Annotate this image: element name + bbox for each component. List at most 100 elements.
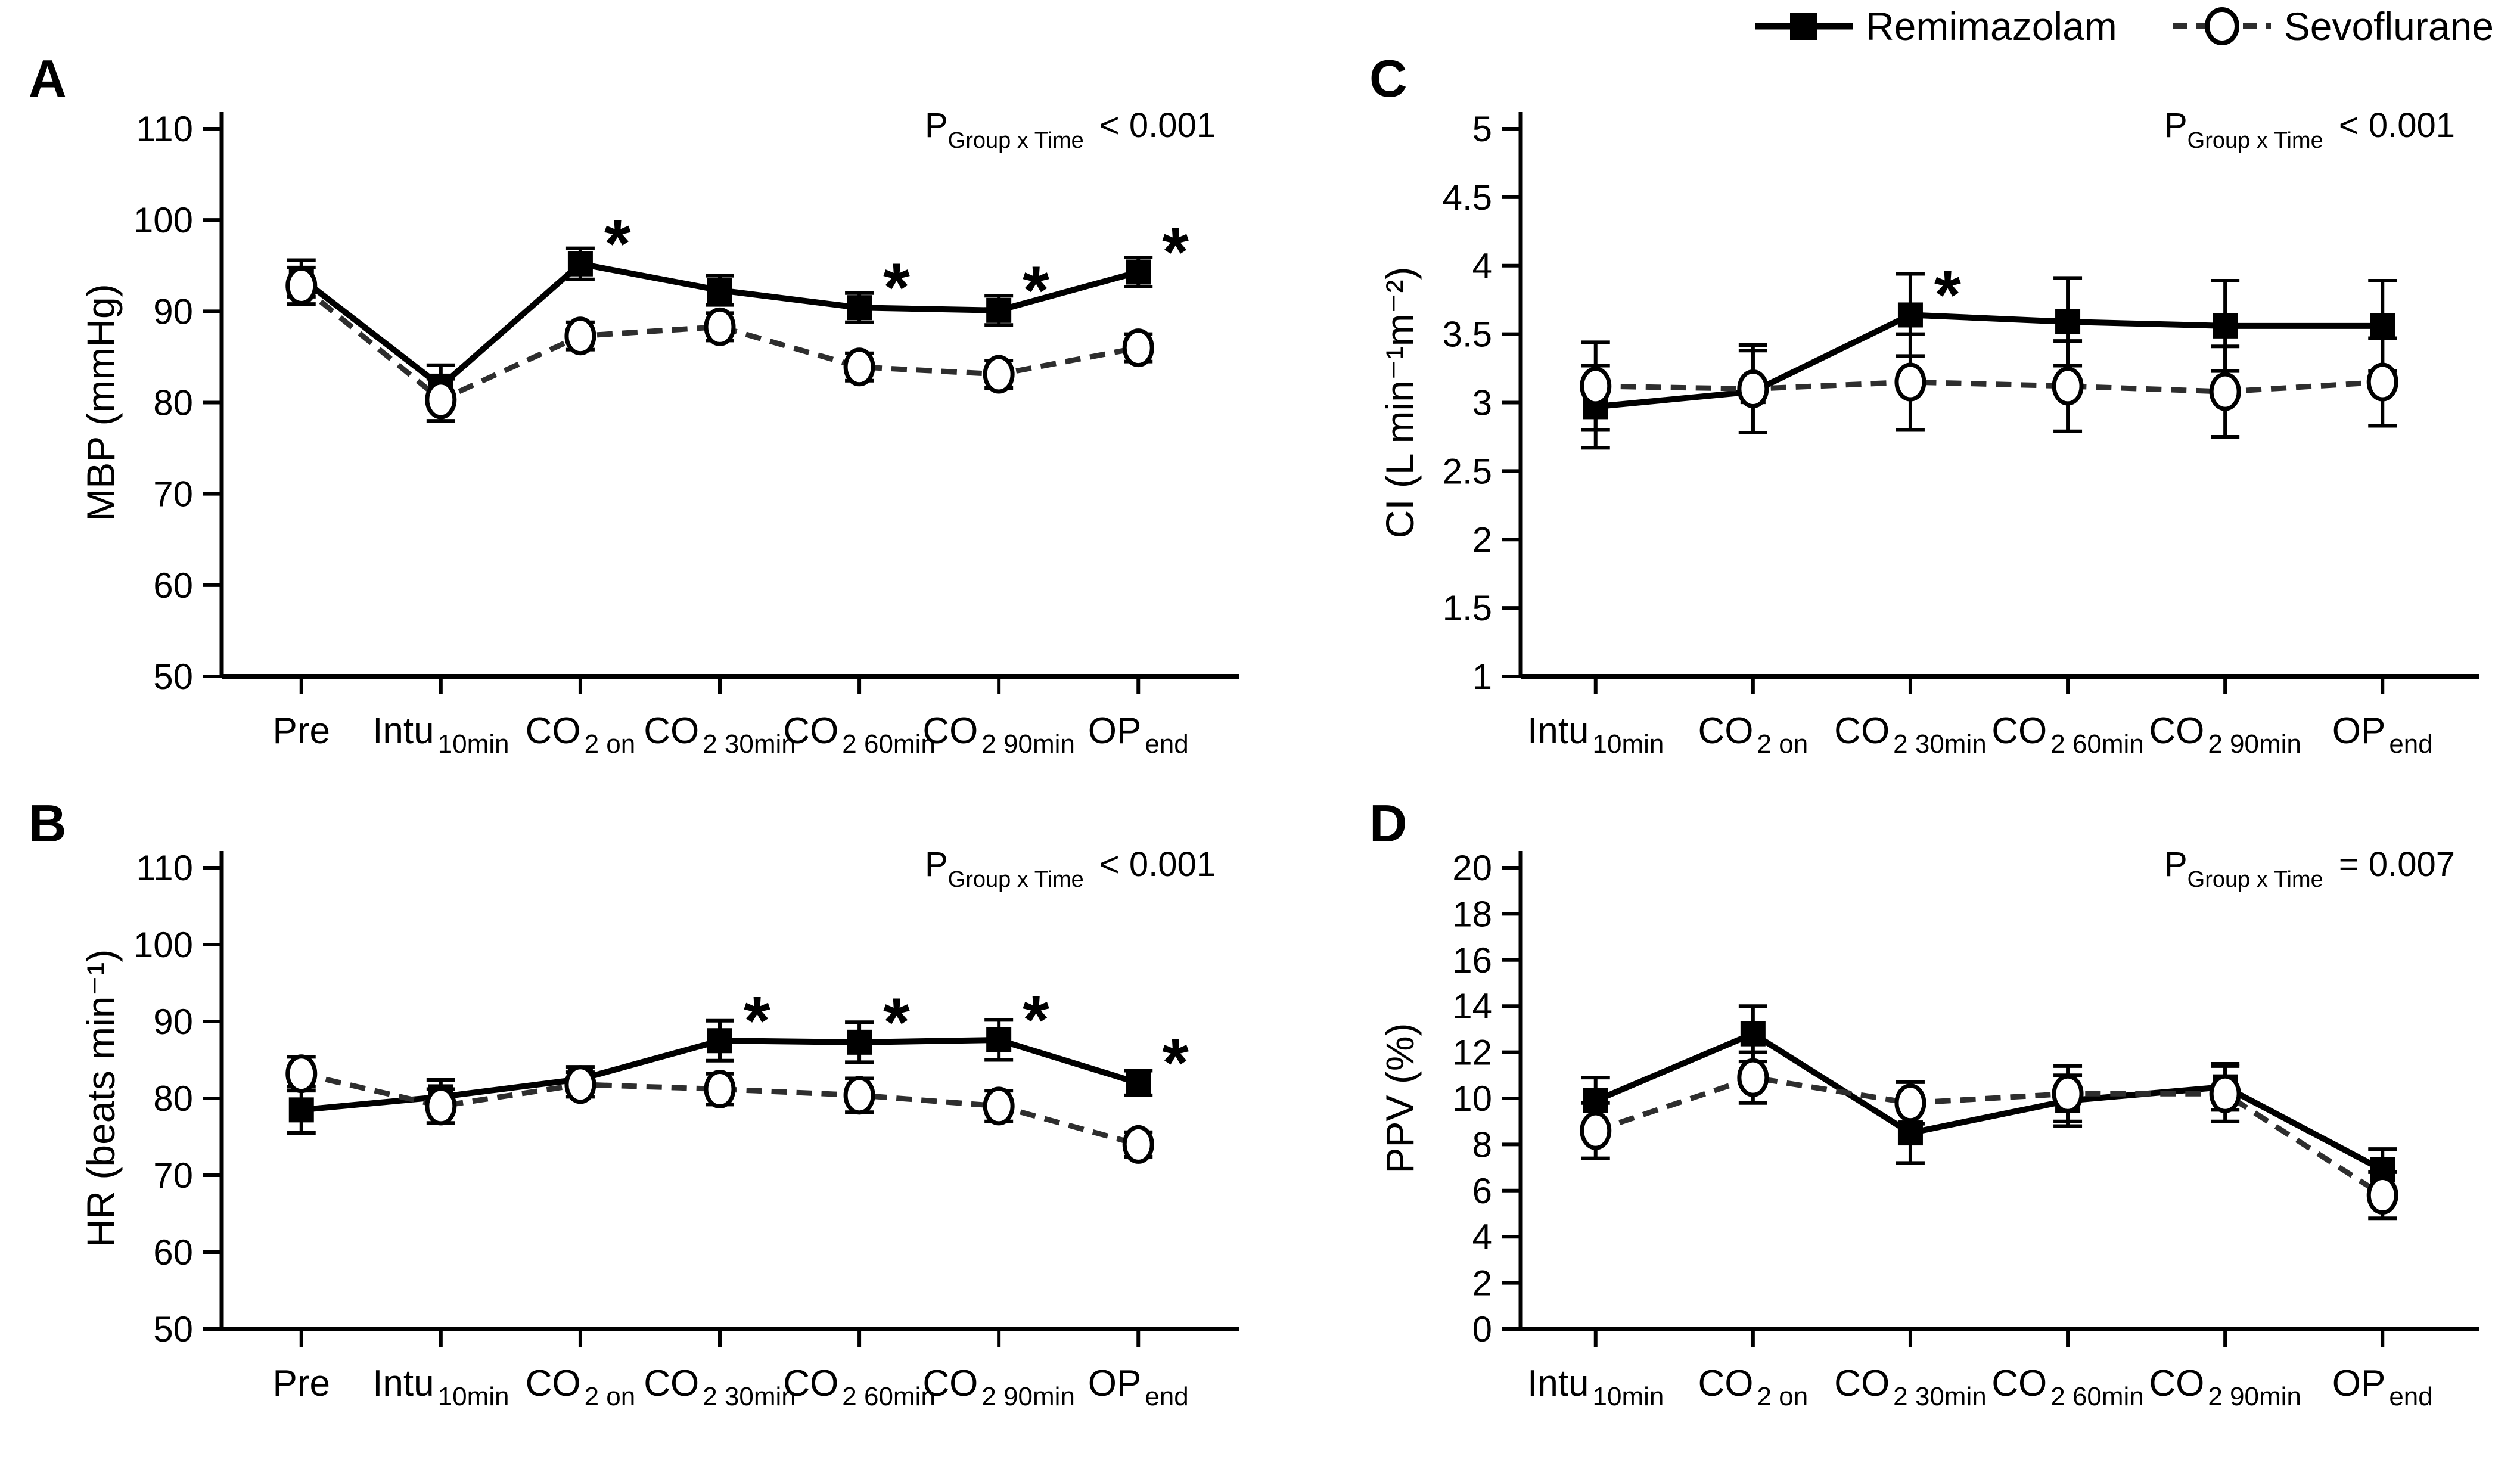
y-axis-title: MBP (mmHg) bbox=[79, 284, 123, 521]
y-tick-label: 110 bbox=[136, 109, 193, 149]
legend-label-remimazolam: Remimazolam bbox=[1866, 4, 2117, 48]
x-tick-label: CO 2 30min bbox=[1834, 710, 1987, 759]
data-point-circle bbox=[1737, 369, 1769, 409]
data-point-circle bbox=[1737, 1058, 1769, 1097]
significance-asterisk: * bbox=[1162, 1025, 1189, 1101]
series-sevoflurane bbox=[285, 265, 1154, 423]
series-remimazolam: * * * * bbox=[287, 982, 1189, 1135]
y-tick-label: 1.5 bbox=[1443, 588, 1492, 628]
data-point-square bbox=[707, 1028, 732, 1054]
data-point-circle bbox=[2209, 1074, 2241, 1113]
y-tick-label: 2.5 bbox=[1443, 451, 1492, 491]
chart-panel-b: 50 60 70 80 90 100 110 HR (beats min⁻¹) Pre Intu 1… bbox=[79, 845, 1239, 1411]
data-point-square bbox=[1126, 259, 1151, 285]
y-tick-label: 70 bbox=[153, 474, 193, 514]
data-point-circle bbox=[564, 1065, 596, 1104]
x-tick-label: OP end bbox=[1088, 710, 1189, 759]
panel-label-d: D bbox=[1369, 794, 1407, 853]
data-point-circle bbox=[1894, 362, 1926, 402]
dashed-line bbox=[1595, 1075, 2384, 1198]
significance-asterisk: * bbox=[1934, 257, 1961, 333]
x-axis: Intu 10min CO 2 on CO 2 30min CO 2 60min CO 2 90m… bbox=[1521, 674, 2479, 759]
x-tick-label: CO 2 30min bbox=[644, 710, 796, 759]
x-tick-label: Intu 10min bbox=[372, 710, 509, 759]
x-axis: Intu 10min CO 2 on CO 2 30min CO 2 60min CO 2 90m… bbox=[1521, 1327, 2479, 1411]
data-point-circle bbox=[564, 316, 596, 356]
significance-asterisk: * bbox=[604, 206, 631, 282]
legend-item-remimazolam: Remimazolam bbox=[1752, 4, 2117, 49]
data-point-square bbox=[567, 251, 593, 277]
y-tick-label: 12 bbox=[1452, 1033, 1492, 1073]
solid-line bbox=[1595, 312, 2383, 410]
y-tick-label: 2 bbox=[1472, 1263, 1492, 1303]
y-axis-title: HR (beats min⁻¹) bbox=[79, 949, 123, 1248]
y-axis: 50 60 70 80 90 100 110 bbox=[133, 109, 224, 697]
p-annotation: PGroup x Time < 0.001 bbox=[2164, 106, 2455, 153]
y-tick-label: 20 bbox=[1452, 848, 1492, 888]
chart-panel-a: 50 60 70 80 90 100 110 MBP (mmHg) Pre Intu 10min CO… bbox=[79, 106, 1239, 759]
chart-panel-c: 1 1.5 2 2.5 3 3.5 4 4.5 5 CI (L min⁻¹m⁻²) Intu 10mi… bbox=[1378, 106, 2479, 759]
y-tick-label: 4 bbox=[1472, 1217, 1492, 1257]
data-point-circle bbox=[843, 347, 875, 387]
data-point-circle bbox=[1122, 328, 1154, 368]
legend-label-sevoflurane: Sevoflurane bbox=[2283, 4, 2494, 48]
x-tick-label: Intu 10min bbox=[372, 1363, 509, 1411]
y-tick-label: 5 bbox=[1472, 109, 1492, 149]
panel-label-c: C bbox=[1369, 49, 1407, 108]
data-point-circle bbox=[1580, 1111, 1612, 1150]
data-point-square bbox=[288, 1097, 314, 1123]
x-tick-label: CO 2 30min bbox=[644, 1363, 796, 1411]
y-tick-label: 100 bbox=[133, 925, 193, 965]
x-tick-label: CO 2 90min bbox=[922, 1363, 1075, 1411]
y-tick-label: 70 bbox=[153, 1156, 193, 1195]
series-remimazolam: * bbox=[1581, 257, 2397, 450]
data-point-circle bbox=[983, 1086, 1015, 1126]
open-circle-dashed-line-icon bbox=[2173, 7, 2271, 45]
significance-asterisk: * bbox=[1162, 214, 1189, 290]
data-point-circle bbox=[285, 266, 318, 305]
x-tick-label: CO 2 60min bbox=[1991, 1363, 2144, 1411]
series-sevoflurane bbox=[1580, 1050, 2398, 1221]
significance-asterisk: * bbox=[744, 983, 770, 1059]
x-tick-label: CO 2 on bbox=[1698, 710, 1809, 759]
y-tick-label: 2 bbox=[1472, 520, 1492, 560]
x-tick-label: CO 2 on bbox=[526, 710, 636, 759]
y-tick-label: 3.5 bbox=[1443, 315, 1492, 355]
y-tick-label: 3 bbox=[1472, 383, 1492, 423]
x-tick-label: CO 2 60min bbox=[1991, 710, 2144, 759]
y-axis: 1 1.5 2 2.5 3 3.5 4 4.5 5 bbox=[1443, 109, 1523, 697]
data-point-square bbox=[707, 278, 732, 303]
data-point-square bbox=[2213, 313, 2238, 339]
data-point-square bbox=[986, 1027, 1012, 1052]
x-tick-label: CO 2 60min bbox=[783, 1363, 936, 1411]
data-point-circle bbox=[704, 307, 736, 346]
x-tick-label: CO 2 on bbox=[526, 1363, 636, 1411]
significance-asterisk: * bbox=[1023, 253, 1049, 329]
significance-asterisk: * bbox=[883, 250, 910, 326]
filled-square-line-icon bbox=[1755, 13, 1853, 40]
data-point-circle bbox=[425, 1086, 457, 1126]
panel-label-a: A bbox=[29, 49, 67, 108]
x-tick-label: OP end bbox=[2332, 710, 2433, 759]
y-axis: 50 60 70 80 90 100 110 bbox=[133, 848, 224, 1349]
series-sevoflurane bbox=[1580, 332, 2398, 439]
y-tick-label: 10 bbox=[1452, 1079, 1492, 1119]
x-tick-label: Pre bbox=[273, 710, 330, 752]
y-tick-label: 60 bbox=[153, 566, 193, 605]
y-tick-label: 80 bbox=[153, 1079, 193, 1119]
x-tick-label: Pre bbox=[273, 1363, 330, 1404]
data-point-circle bbox=[983, 355, 1015, 394]
data-point-circle bbox=[1580, 367, 1612, 406]
y-tick-label: 6 bbox=[1472, 1171, 1492, 1211]
x-tick-label: CO 2 90min bbox=[2149, 1363, 2301, 1411]
chart-panel-d: 0 2 4 6 8 10 12 14 16 18 20 PPV (%) Intu 10min CO 2 on C… bbox=[1378, 845, 2479, 1411]
y-tick-label: 100 bbox=[133, 200, 193, 240]
y-tick-label: 16 bbox=[1452, 940, 1492, 980]
data-point-square bbox=[847, 1029, 872, 1055]
significance-asterisk: * bbox=[1023, 982, 1049, 1058]
x-tick-label: Intu 10min bbox=[1527, 710, 1664, 759]
data-point-circle bbox=[425, 380, 457, 420]
dashed-line bbox=[1595, 379, 2383, 395]
